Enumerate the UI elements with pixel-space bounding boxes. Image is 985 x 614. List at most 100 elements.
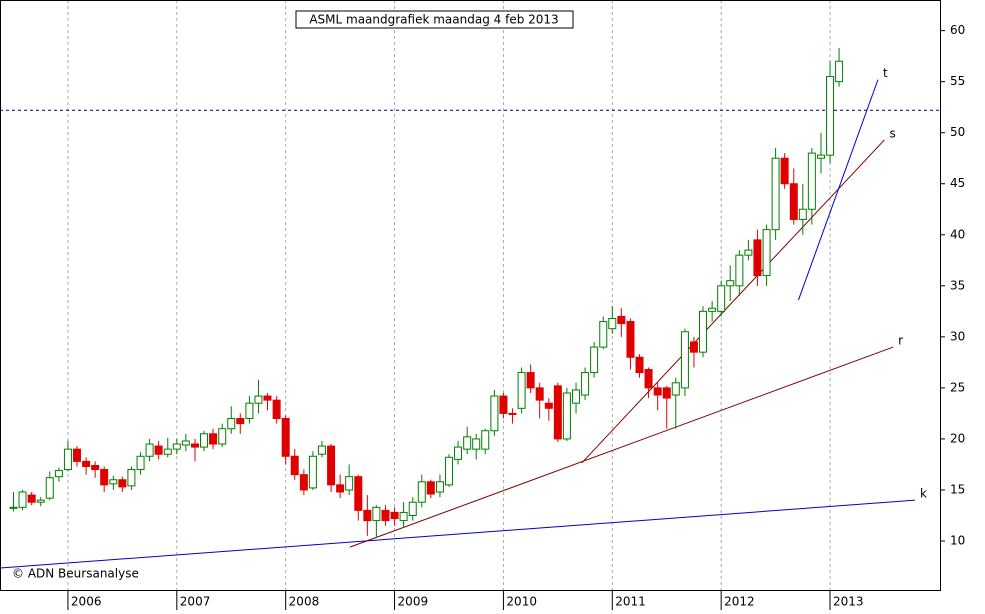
- y-tick-label: 40: [950, 227, 965, 241]
- candle-body: [735, 254, 744, 287]
- candle-body: [608, 317, 617, 330]
- candle-body: [299, 474, 308, 491]
- candle-body: [136, 455, 145, 471]
- candle-body: [281, 418, 290, 457]
- candle-body: [572, 389, 581, 404]
- candle-body: [27, 494, 36, 503]
- candle-body: [345, 476, 354, 491]
- y-tick-label: 25: [950, 380, 965, 394]
- candle-body: [463, 436, 472, 450]
- candle-body: [72, 448, 81, 462]
- candle-body: [717, 285, 726, 312]
- candle-body: [535, 387, 544, 401]
- y-tick-label: 15: [950, 482, 965, 496]
- y-tick-label: 60: [950, 23, 965, 37]
- candle-body: [444, 456, 453, 486]
- x-tick-label: 2006: [71, 595, 102, 609]
- candle-body: [544, 402, 553, 409]
- candle-body: [381, 509, 390, 522]
- candle-body: [626, 321, 635, 358]
- candle-body: [426, 481, 435, 495]
- footnote: © ADN Beursanalyse: [12, 567, 139, 581]
- candle-body: [490, 395, 499, 432]
- candle-body: [227, 418, 236, 430]
- candle-body: [817, 154, 826, 159]
- candle-body: [708, 307, 717, 312]
- candle-body: [689, 341, 698, 353]
- candle-body: [317, 445, 326, 455]
- candle-body: [789, 183, 798, 220]
- y-tick-label: 10: [950, 534, 965, 548]
- candle-body: [100, 469, 109, 486]
- marks: k r s t: [0, 47, 927, 569]
- y-tick-label: 20: [950, 431, 965, 445]
- x-tick-label: 2007: [180, 595, 211, 609]
- candle-body: [327, 445, 336, 486]
- x-tick-label: 2013: [833, 595, 864, 609]
- trendline: [349, 346, 894, 548]
- candle-body: [771, 157, 780, 231]
- candle-body: [263, 395, 272, 401]
- x-tick-label: 2010: [506, 595, 537, 609]
- candle-body: [590, 346, 599, 374]
- candle-body: [154, 445, 163, 455]
- candle-body: [481, 430, 490, 450]
- x-tick-label: 2008: [289, 595, 320, 609]
- candle-body: [671, 382, 680, 396]
- candle-body: [82, 460, 91, 467]
- candle-body: [662, 387, 671, 399]
- x-tick-label: 2009: [398, 595, 429, 609]
- y-tick-label: 30: [950, 329, 965, 343]
- candle-body: [581, 372, 590, 396]
- x-tick-label: 2012: [724, 595, 755, 609]
- candle-body: [399, 511, 408, 522]
- candle-body: [245, 402, 254, 420]
- candle-body: [390, 511, 399, 520]
- y-tick-label: 35: [950, 278, 965, 292]
- candle-body: [807, 152, 816, 210]
- candle-body: [508, 412, 517, 415]
- candle-body: [45, 477, 54, 499]
- candle-body: [653, 387, 662, 396]
- candle-body: [218, 428, 227, 445]
- candle-body: [181, 440, 190, 446]
- candle-body: [835, 60, 844, 83]
- candle-body: [617, 315, 626, 325]
- candle-body: [726, 280, 735, 287]
- trendline: [581, 139, 885, 464]
- candle-body: [336, 484, 345, 493]
- candle-body: [553, 385, 562, 440]
- candle-body: [599, 321, 608, 348]
- y-tick-label: 55: [950, 74, 965, 88]
- candle-body: [18, 491, 27, 508]
- candle-body: [372, 506, 381, 522]
- trendline: [0, 499, 915, 569]
- candle-body: [408, 501, 417, 516]
- candle-body: [272, 399, 281, 420]
- candle-body: [118, 479, 127, 488]
- trendline: [797, 79, 879, 301]
- candle-body: [363, 509, 372, 522]
- candle-body: [680, 331, 689, 389]
- candle-body: [36, 499, 45, 503]
- candle-body: [354, 476, 363, 511]
- candle-body: [254, 395, 263, 404]
- trendline-label: t: [883, 66, 888, 80]
- candle-body: [91, 464, 100, 471]
- candle-body: [826, 76, 835, 156]
- candle-body: [417, 481, 426, 503]
- candle-body: [200, 433, 209, 448]
- candle-body: [54, 470, 63, 478]
- candle-body: [172, 443, 181, 450]
- candle-body: [454, 446, 463, 460]
- candle-body: [308, 455, 317, 489]
- candle-body: [635, 356, 644, 374]
- candle-body: [744, 249, 753, 256]
- candle-body: [780, 157, 789, 185]
- candle-body: [435, 481, 444, 493]
- candle-body: [109, 479, 118, 485]
- chart-title: ASML maandgrafiek maandag 4 feb 2013: [309, 13, 558, 27]
- plot-frame: [0, 0, 941, 591]
